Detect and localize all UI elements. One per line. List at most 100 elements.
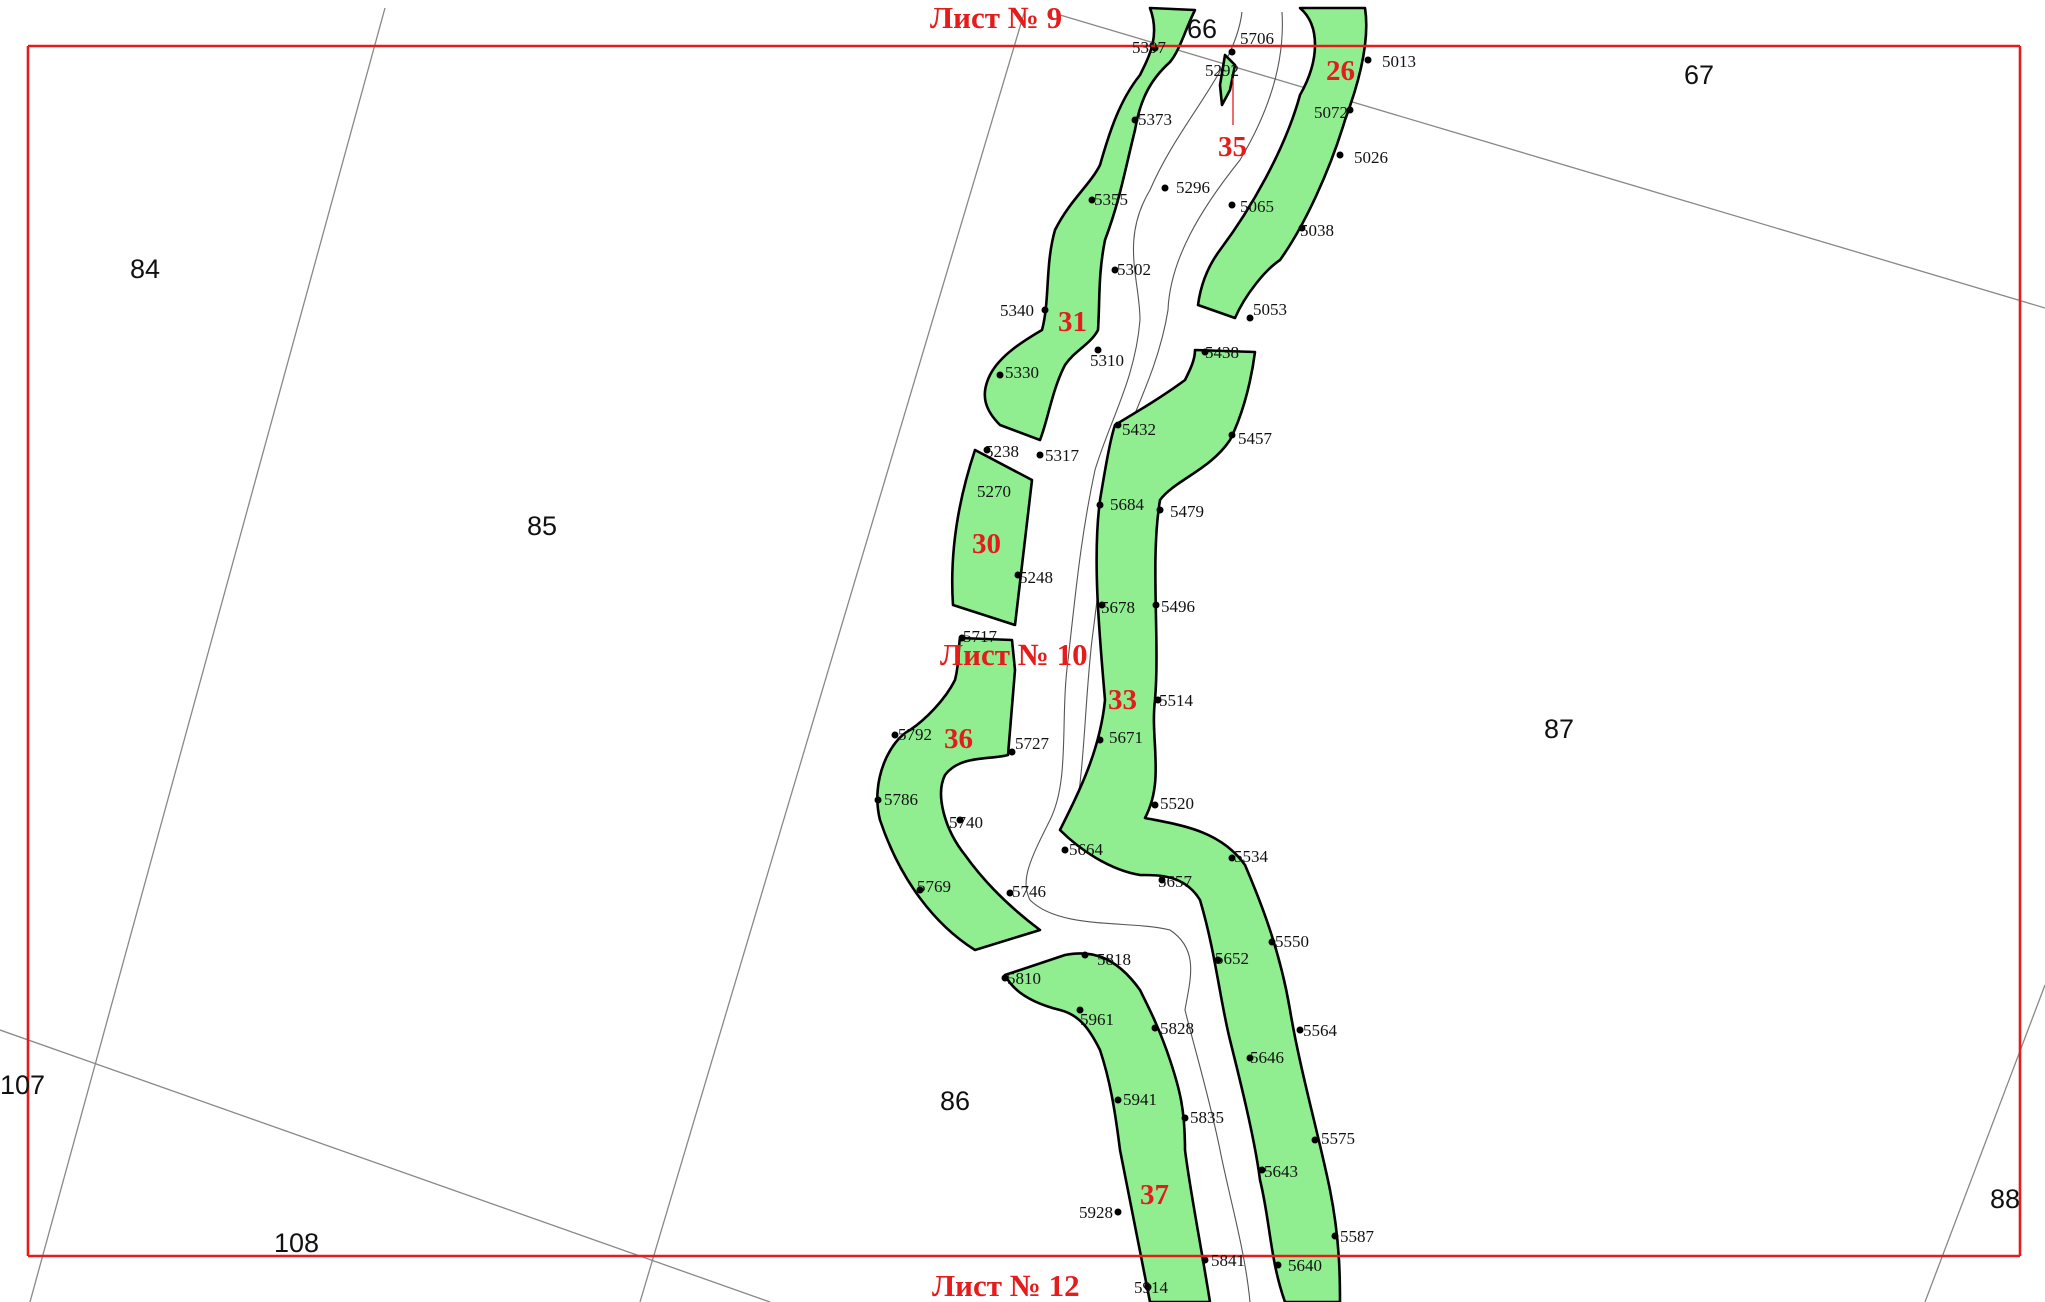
point-number: 5330: [1005, 363, 1039, 382]
point-number: 5727: [1015, 734, 1050, 753]
parcel-36: [876, 636, 1042, 952]
boundary-point: [983, 446, 991, 454]
block-label: 87: [1544, 714, 1574, 744]
point-number: 5678: [1101, 598, 1135, 617]
boundary-point: [1364, 56, 1372, 64]
boundary-point: [1258, 1166, 1266, 1174]
block-label: 108: [274, 1228, 319, 1258]
parcel-number: 36: [944, 723, 973, 755]
boundary-point: [1006, 889, 1014, 897]
boundary-point: [1111, 266, 1119, 274]
parcel-26: [1196, 6, 1368, 320]
point-number: 5514: [1159, 691, 1194, 710]
block-label: 86: [940, 1086, 970, 1116]
block-labels: 84 85 86 87 88 66 67 107 108: [0, 14, 2020, 1258]
point-number: 5643: [1264, 1162, 1298, 1181]
parcel-number: 31: [1058, 306, 1087, 338]
point-labels: 5397 5706 5292 5013 5373 5072 5026 5355 …: [884, 29, 1416, 1297]
boundary-point: [891, 731, 899, 739]
boundary-point: [1268, 938, 1276, 946]
point-number: 5657: [1158, 872, 1193, 891]
boundary-point: [1181, 1114, 1189, 1122]
block-label: 67: [1684, 60, 1714, 90]
river-bank-right: [1074, 11, 1283, 821]
block-label: 85: [527, 511, 557, 541]
point-number: 5053: [1253, 300, 1287, 319]
point-number: 5432: [1122, 420, 1156, 439]
point-number: 5664: [1069, 840, 1104, 859]
boundary-point: [874, 796, 882, 804]
boundary-point: [1041, 306, 1049, 314]
point-number: 5914: [1134, 1278, 1169, 1297]
point-number: 5072: [1314, 103, 1348, 122]
parcel-number: 30: [972, 528, 1001, 560]
parcel-number: 33: [1108, 684, 1137, 716]
point-number: 5640: [1288, 1256, 1322, 1275]
point-number: 5534: [1234, 847, 1269, 866]
boundary-point: [1151, 801, 1159, 809]
point-number: 5317: [1045, 446, 1080, 465]
point-number: 5479: [1170, 502, 1204, 521]
boundary-point: [1161, 184, 1169, 192]
point-number: 5248: [1019, 568, 1053, 587]
river-channel: [1025, 11, 1283, 1302]
grid-line: [0, 1029, 771, 1302]
point-number: 5550: [1275, 932, 1309, 951]
point-number: 5746: [1012, 882, 1046, 901]
point-number: 5786: [884, 790, 918, 809]
point-number: 5065: [1240, 197, 1274, 216]
boundary-point: [1274, 1261, 1282, 1269]
point-number: 5706: [1240, 29, 1274, 48]
point-number: 5841: [1211, 1251, 1245, 1270]
river-bank-left: [1025, 11, 1251, 1302]
boundary-point: [958, 634, 966, 642]
grid-line: [29, 7, 386, 1302]
boundary-point: [1246, 1054, 1254, 1062]
boundary-point: [1152, 601, 1160, 609]
point-number: 5013: [1382, 52, 1416, 71]
boundary-point: [1061, 846, 1069, 854]
point-number: 5270: [977, 482, 1011, 501]
boundary-point: [1088, 196, 1096, 204]
boundary-point: [1076, 1006, 1084, 1014]
boundary-point: [996, 371, 1004, 379]
boundary-point: [1346, 106, 1354, 114]
block-label: 88: [1990, 1184, 2020, 1214]
boundary-point: [1081, 951, 1089, 959]
parcel-number: 37: [1140, 1179, 1169, 1211]
boundary-point: [1228, 201, 1236, 209]
parcel-37: [1003, 952, 1212, 1302]
boundary-point: [1008, 748, 1016, 756]
boundary-point: [1201, 348, 1209, 356]
point-number: 5740: [949, 813, 983, 832]
point-number: 5520: [1160, 794, 1194, 813]
sheet-label-top: Лист № 9: [930, 0, 1062, 35]
parcel-31: [983, 6, 1197, 442]
point-number: 5769: [917, 877, 951, 896]
grid-line: [639, 9, 1026, 1302]
boundary-point: [1331, 1232, 1339, 1240]
boundary-point: [1246, 314, 1254, 322]
point-number: 5397: [1132, 38, 1167, 57]
point-number: 5302: [1117, 260, 1151, 279]
boundary-point: [1114, 1208, 1122, 1216]
parcel-30: [950, 448, 1034, 627]
parcel-labels: 26 31 35 30 33 36 37: [944, 55, 1355, 1211]
block-label: 107: [0, 1070, 45, 1100]
point-number: 5310: [1090, 351, 1124, 370]
point-number: 5961: [1080, 1010, 1114, 1029]
grid-line: [1059, 14, 2045, 309]
boundary-point: [1096, 736, 1104, 744]
point-number: 5646: [1250, 1048, 1284, 1067]
boundary-point: [916, 886, 924, 894]
boundary-point: [1228, 431, 1236, 439]
point-number: 5296: [1176, 178, 1210, 197]
boundary-point: [1214, 956, 1222, 964]
boundary-point: [1144, 1283, 1152, 1291]
point-number: 5340: [1000, 301, 1034, 320]
point-number: 5828: [1160, 1019, 1194, 1038]
boundary-point: [1154, 696, 1162, 704]
parcel-35: [1218, 53, 1237, 107]
point-number: 5652: [1215, 949, 1249, 968]
